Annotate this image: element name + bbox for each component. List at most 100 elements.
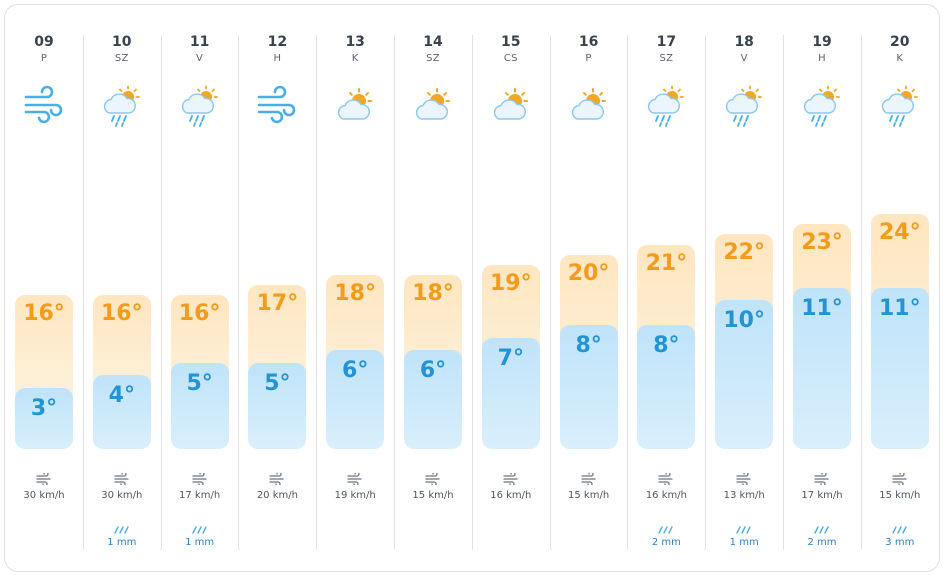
- day-column[interactable]: 20 K 24° 11° 15 km/h 3 mm: [860, 5, 939, 571]
- rain-cloud-sun-icon: [101, 81, 143, 129]
- rain-icon: [112, 520, 132, 534]
- precipitation-amount: 2 mm: [651, 537, 681, 548]
- high-temp-value: 24°: [878, 220, 921, 246]
- wind-icon: [891, 470, 909, 487]
- day-column[interactable]: 12 H 17° 5° 20 km/h: [238, 5, 316, 571]
- column-divider: [471, 35, 473, 550]
- day-column[interactable]: 17 SZ 21° 8° 16 km/h 2 mm: [627, 5, 705, 571]
- column-divider: [783, 35, 784, 550]
- day-column[interactable]: 13 K 18° 6° 19 km/h: [316, 5, 394, 571]
- rain-icon: [890, 520, 910, 534]
- wind-icon: [23, 81, 65, 129]
- wind-icon: [657, 470, 675, 487]
- partly-cloudy-icon: [490, 81, 532, 129]
- wind-speed: 17 km/h: [801, 490, 843, 501]
- day-number: 12: [267, 34, 288, 50]
- low-temp-value: 8°: [575, 333, 602, 358]
- day-number: 19: [812, 34, 832, 50]
- high-temp-value: 16°: [23, 300, 65, 326]
- weekday-label: SZ: [426, 53, 440, 64]
- low-temp-value: 11°: [801, 295, 843, 321]
- wind-icon: [735, 470, 753, 487]
- column-divider: [860, 35, 862, 550]
- precipitation-amount: 1 mm: [185, 537, 215, 548]
- low-temp-bar: 3°: [15, 387, 73, 449]
- high-temp-value: 23°: [801, 230, 843, 256]
- high-temp-bar: 16°: [15, 294, 73, 401]
- wind-icon: [256, 81, 298, 129]
- wind-icon: [268, 470, 286, 487]
- day-number: 09: [34, 34, 54, 50]
- low-temp-value: 5°: [186, 370, 213, 396]
- rain-cloud-sun-icon: [801, 81, 843, 129]
- wind-icon: [580, 470, 598, 487]
- day-column[interactable]: 11 V 16° 5° 17 km/h 1 mm: [160, 5, 239, 571]
- day-number: 14: [423, 34, 443, 50]
- weekday-label: CS: [503, 53, 518, 64]
- low-temp-bar: 10°: [715, 300, 774, 449]
- wind-speed: 30 km/h: [101, 490, 143, 501]
- day-column[interactable]: 15 CS 19° 7° 16 km/h: [471, 5, 550, 571]
- wind-speed: 20 km/h: [256, 490, 298, 501]
- weekday-label: P: [585, 53, 592, 64]
- wind-speed: 19 km/h: [334, 490, 376, 501]
- low-temp-value: 4°: [108, 383, 135, 408]
- high-temp-value: 17°: [256, 290, 299, 316]
- low-temp-bar: 5°: [248, 362, 307, 449]
- day-column[interactable]: 14 SZ 18° 6° 15 km/h: [394, 5, 472, 571]
- wind-speed: 15 km/h: [879, 490, 921, 501]
- high-temp-value: 20°: [567, 260, 610, 286]
- partly-cloudy-icon: [568, 81, 610, 129]
- wind-icon: [813, 470, 831, 487]
- day-column[interactable]: 10 SZ 16° 4° 30 km/h 1 mm: [82, 5, 161, 571]
- column-divider: [627, 35, 629, 550]
- day-column[interactable]: 09 P 16° 3° 30 km/h: [5, 5, 83, 571]
- day-column[interactable]: 16 P 20° 8° 15 km/h: [549, 5, 628, 571]
- low-temp-value: 8°: [653, 333, 680, 358]
- low-temp-value: 3°: [30, 395, 58, 421]
- high-temp-value: 22°: [723, 240, 765, 266]
- high-temp-value: 16°: [100, 300, 143, 326]
- high-temp-value: 21°: [645, 250, 688, 276]
- day-number: 17: [656, 34, 677, 50]
- day-number: 11: [189, 34, 210, 50]
- column-divider: [238, 35, 240, 550]
- precipitation-amount: 1 mm: [107, 537, 137, 548]
- rain-cloud-sun-icon: [645, 81, 687, 129]
- rain-icon: [734, 520, 754, 534]
- wind-speed: 17 km/h: [179, 490, 221, 501]
- day-column[interactable]: 19 H 23° 11° 17 km/h 2 mm: [783, 5, 861, 571]
- weekday-label: H: [818, 53, 826, 64]
- partly-cloudy-icon: [334, 81, 376, 129]
- high-temp-value: 18°: [412, 280, 454, 306]
- low-temp-bar: 11°: [870, 287, 929, 449]
- wind-icon: [35, 470, 53, 487]
- high-temp-value: 16°: [178, 300, 221, 326]
- low-temp-value: 6°: [342, 358, 369, 383]
- low-temp-bar: 6°: [404, 350, 462, 449]
- day-number: 18: [734, 34, 754, 50]
- low-temp-bar: 4°: [92, 375, 151, 449]
- low-temp-bar: 7°: [481, 337, 540, 449]
- weekday-label: P: [40, 53, 48, 64]
- wind-icon: [346, 470, 364, 487]
- weekday-label: SZ: [659, 53, 674, 64]
- precipitation-amount: 3 mm: [885, 537, 915, 548]
- wind-speed: 15 km/h: [412, 490, 454, 501]
- column-divider: [549, 35, 551, 550]
- low-temp-value: 10°: [723, 308, 765, 333]
- weekday-label: V: [740, 53, 748, 64]
- wind-speed: 16 km/h: [490, 490, 532, 501]
- wind-speed: 15 km/h: [568, 490, 610, 501]
- low-temp-bar: 11°: [793, 287, 851, 449]
- low-temp-bar: 8°: [559, 325, 618, 449]
- day-column[interactable]: 18 V 22° 10° 13 km/h 1 mm: [705, 5, 783, 571]
- wind-icon: [502, 470, 520, 487]
- rain-icon: [812, 520, 832, 534]
- column-divider: [316, 35, 318, 550]
- precipitation-amount: 1 mm: [729, 537, 759, 548]
- weekday-label: K: [351, 53, 359, 64]
- low-temp-bar: 8°: [637, 325, 696, 449]
- day-number: 15: [501, 34, 521, 50]
- weekday-label: H: [273, 53, 282, 64]
